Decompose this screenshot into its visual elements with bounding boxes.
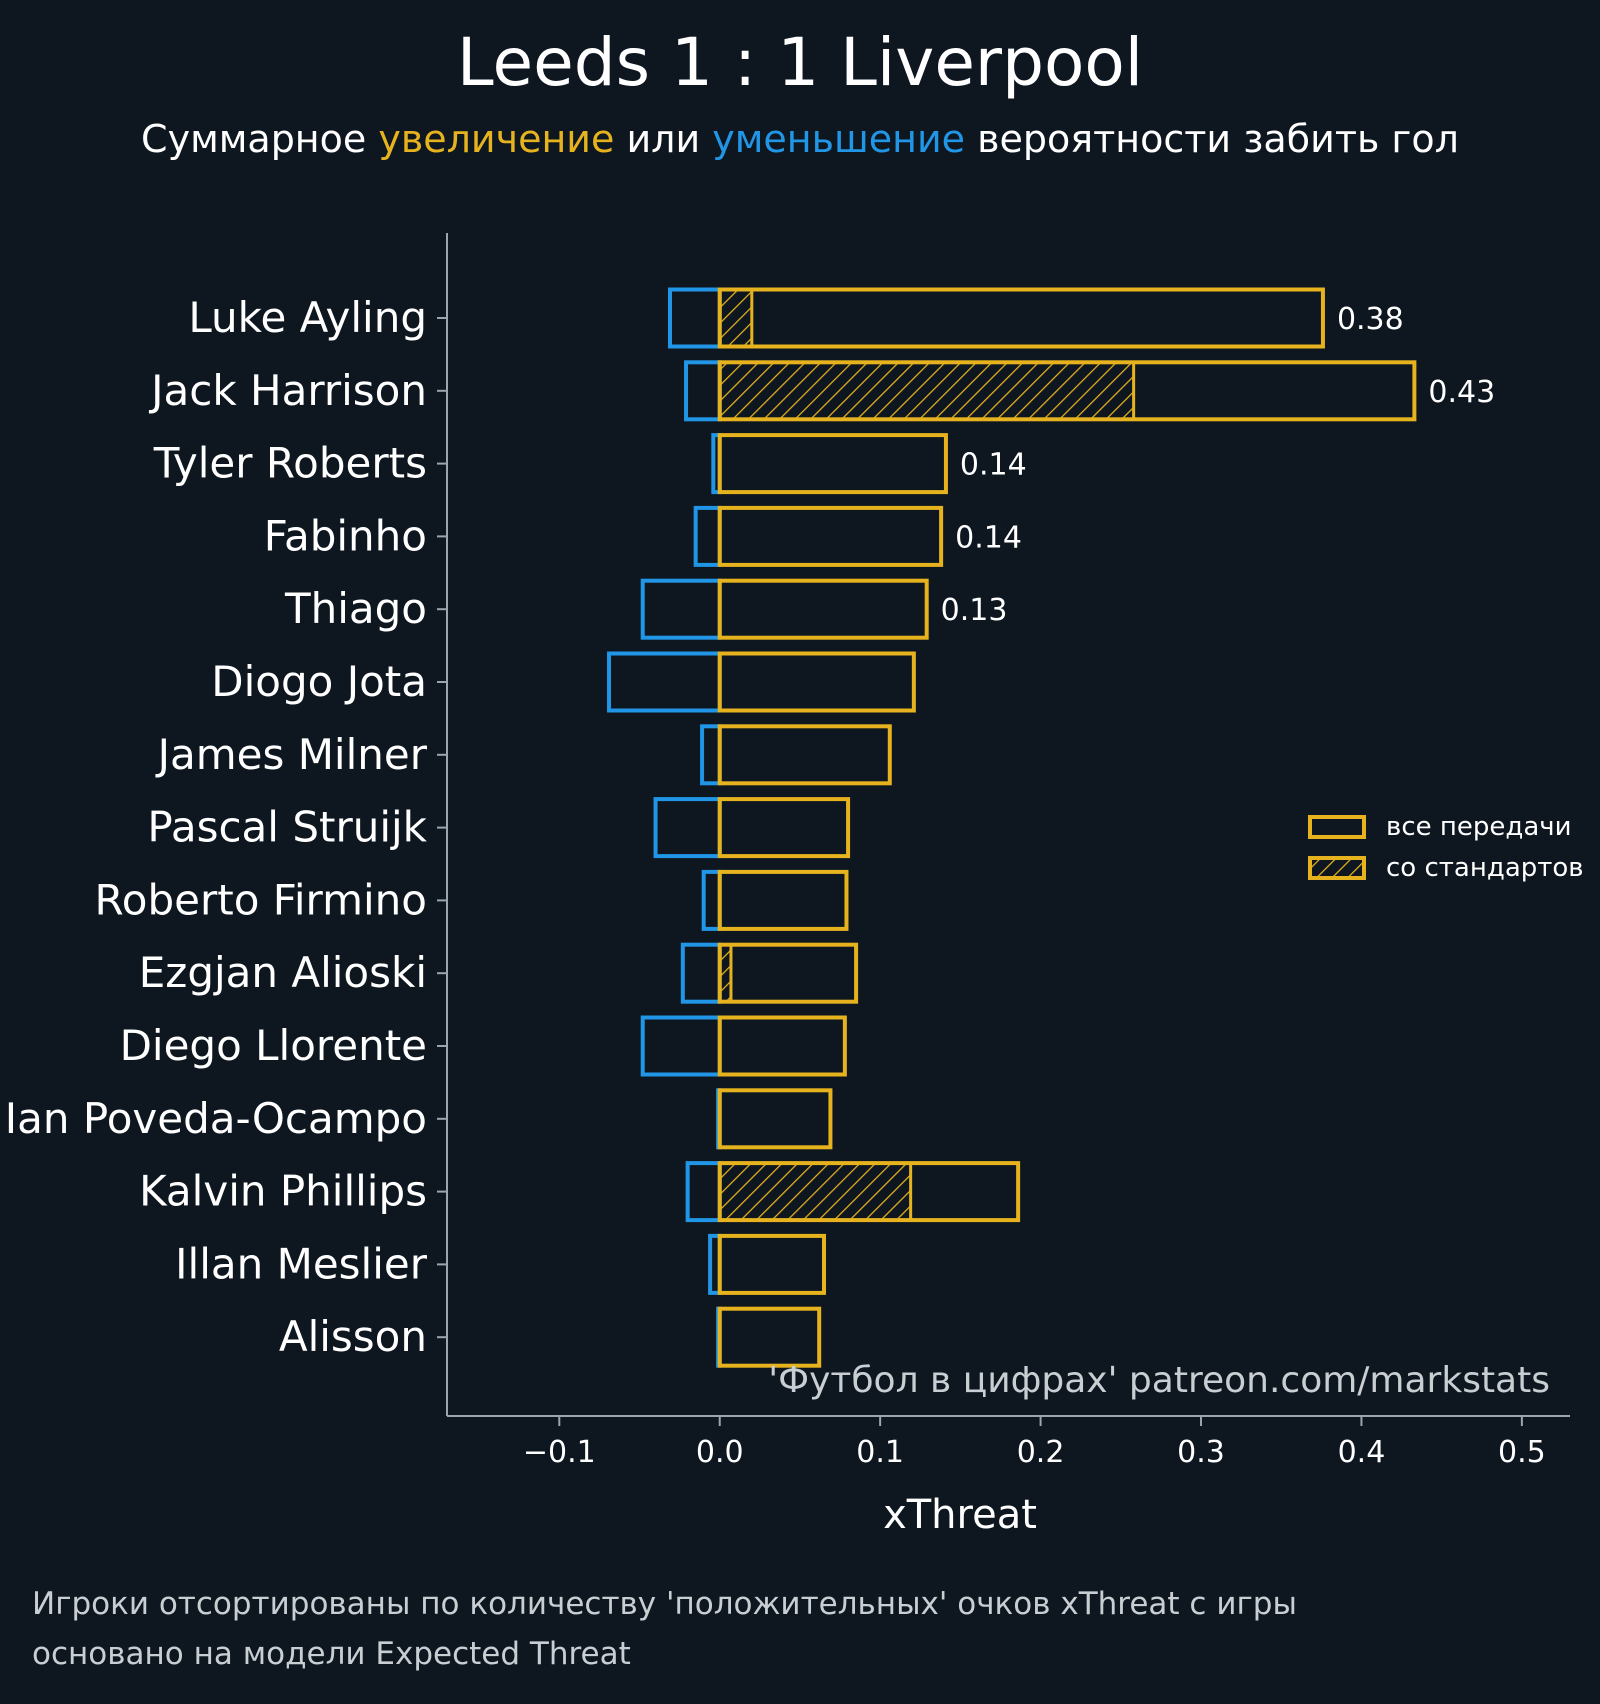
legend-swatch-all-passes	[1308, 815, 1366, 839]
y-tick-label: Diogo Jota	[211, 657, 427, 706]
subtitle-middle: или	[614, 117, 712, 161]
positive-bar	[717, 360, 1417, 422]
positive-bar	[717, 1233, 827, 1295]
x-tick-label: 0.2	[1017, 1435, 1065, 1470]
x-tick-label: −0.1	[523, 1435, 596, 1470]
x-tick-label: 0.1	[856, 1435, 904, 1470]
negative-bar	[684, 360, 722, 422]
positive-bar	[717, 1161, 1021, 1223]
x-axis-label: xThreat	[883, 1492, 1037, 1538]
footnote-line-2: основано на модели Expected Threat	[32, 1636, 631, 1672]
y-tick-label: Illan Meslier	[175, 1239, 428, 1288]
positive-bar	[717, 433, 948, 495]
negative-bar	[607, 651, 722, 713]
set-piece-bar	[718, 1161, 913, 1222]
data-label: 0.43	[1428, 375, 1495, 410]
y-tick-label: Diego Llorente	[120, 1021, 427, 1070]
legend-label-all-passes: все передачи	[1386, 812, 1572, 842]
y-tick-label: Ezgjan Alioski	[139, 948, 427, 997]
positive-bar	[717, 287, 1325, 349]
y-tick-label: Jack Harrison	[148, 366, 427, 415]
negative-bar	[700, 724, 722, 786]
legend: все передачи со стандартов	[1308, 812, 1584, 883]
positive-bar	[717, 651, 916, 713]
positive-bar	[717, 942, 859, 1004]
positive-bar	[717, 1088, 833, 1150]
negative-bar	[653, 797, 722, 859]
positive-bar	[717, 1015, 847, 1077]
legend-label-set-pieces: со стандартов	[1386, 853, 1584, 883]
positive-bar	[717, 724, 892, 786]
negative-bar	[701, 869, 722, 931]
negative-bar	[640, 1015, 722, 1077]
legend-swatch-set-pieces	[1308, 856, 1366, 880]
y-tick-label: Luke Ayling	[188, 293, 427, 342]
negative-bar	[640, 578, 722, 640]
data-label: 0.38	[1337, 302, 1404, 337]
y-tick-label: Alisson	[279, 1312, 427, 1361]
positive-bar	[717, 869, 849, 931]
x-tick-label: 0.0	[696, 1435, 744, 1470]
x-tick-label: 0.5	[1498, 1435, 1546, 1470]
x-tick-label: 0.4	[1338, 1435, 1386, 1470]
data-label: 0.13	[941, 593, 1008, 628]
data-label: 0.14	[960, 448, 1027, 483]
set-piece-bar	[718, 360, 1136, 421]
x-tick-label: 0.3	[1177, 1435, 1225, 1470]
set-piece-bar	[718, 288, 754, 348]
y-tick-label: Kalvin Phillips	[139, 1167, 427, 1216]
y-tick-label: Roberto Firmino	[95, 875, 427, 924]
negative-bar	[680, 942, 722, 1004]
negative-bar	[685, 1161, 722, 1223]
chart-title: Leeds 1 : 1 Liverpool	[457, 24, 1143, 101]
subtitle-negative-word: уменьшение	[712, 117, 965, 161]
footnote-line-1: Игроки отсортированы по количеству 'поло…	[32, 1586, 1297, 1622]
subtitle-positive-word: увеличение	[378, 117, 614, 161]
data-label: 0.14	[955, 520, 1022, 555]
y-tick-label: Tyler Roberts	[153, 439, 427, 488]
watermark: 'Футбол в цифрах' patreon.com/markstats	[768, 1360, 1550, 1401]
y-tick-label: Thiago	[284, 584, 427, 633]
positive-bar	[717, 1306, 822, 1368]
positive-bar	[717, 505, 944, 567]
negative-bar	[693, 505, 722, 567]
y-tick-label: Pascal Struijk	[147, 803, 427, 852]
y-tick-label: James Milner	[155, 730, 428, 779]
subtitle-before: Суммарное	[141, 117, 378, 161]
y-tick-label: Fabinho	[264, 511, 427, 560]
negative-bar	[667, 287, 722, 349]
plot-area: −0.1 0.0 0.1 0.2 0.3 0.4 0.5 Luke Ayling 0.38 Jac…	[5, 233, 1570, 1470]
positive-bar	[717, 578, 929, 640]
chart-subtitle: Суммарное увеличение или уменьшение веро…	[141, 117, 1459, 161]
y-tick-label: Ian Poveda-Ocampo	[5, 1094, 427, 1143]
positive-bar	[717, 797, 851, 859]
subtitle-after: вероятности забить гол	[965, 117, 1459, 161]
